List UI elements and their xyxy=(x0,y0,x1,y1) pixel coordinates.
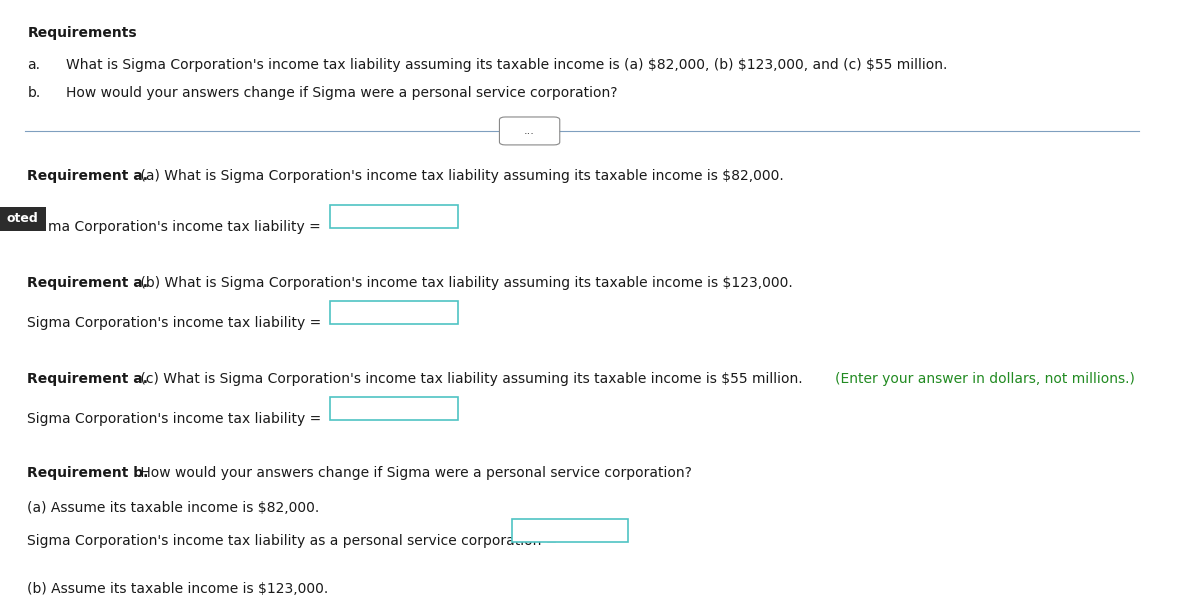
Text: Requirements: Requirements xyxy=(28,26,137,40)
FancyBboxPatch shape xyxy=(330,301,457,324)
Text: (Enter your answer in dollars, not millions.): (Enter your answer in dollars, not milli… xyxy=(835,372,1135,386)
Text: oted: oted xyxy=(7,212,38,225)
Text: (c) What is Sigma Corporation's income tax liability assuming its taxable income: (c) What is Sigma Corporation's income t… xyxy=(137,372,808,386)
Text: Sigma Corporation's income tax liability as a personal service corporation =: Sigma Corporation's income tax liability… xyxy=(28,534,558,548)
Text: What is Sigma Corporation's income tax liability assuming its taxable income is : What is Sigma Corporation's income tax l… xyxy=(66,58,947,72)
Text: How would your answers change if Sigma were a personal service corporation?: How would your answers change if Sigma w… xyxy=(137,465,692,480)
Text: Sigma Corporation's income tax liability =: Sigma Corporation's income tax liability… xyxy=(28,316,322,330)
Text: Requirement a.: Requirement a. xyxy=(28,277,149,290)
FancyBboxPatch shape xyxy=(330,397,457,420)
Text: (a) Assume its taxable income is $82,000.: (a) Assume its taxable income is $82,000… xyxy=(28,501,319,514)
Text: Requirement a.: Requirement a. xyxy=(28,169,149,183)
Text: (a) What is Sigma Corporation's income tax liability assuming its taxable income: (a) What is Sigma Corporation's income t… xyxy=(137,169,784,183)
Text: Sigma Corporation's income tax liability =: Sigma Corporation's income tax liability… xyxy=(28,412,322,426)
Text: (b) Assume its taxable income is $123,000.: (b) Assume its taxable income is $123,00… xyxy=(28,582,329,596)
Text: Requirement a.: Requirement a. xyxy=(28,372,149,386)
Text: ma Corporation's income tax liability =: ma Corporation's income tax liability = xyxy=(48,220,322,234)
Text: b.: b. xyxy=(28,86,41,100)
Text: How would your answers change if Sigma were a personal service corporation?: How would your answers change if Sigma w… xyxy=(66,86,617,100)
FancyBboxPatch shape xyxy=(0,207,46,231)
Text: a.: a. xyxy=(28,58,41,72)
FancyBboxPatch shape xyxy=(499,117,559,145)
FancyBboxPatch shape xyxy=(512,519,628,542)
Text: Requirement b.: Requirement b. xyxy=(28,465,149,480)
Text: ...: ... xyxy=(524,126,535,136)
Text: (b) What is Sigma Corporation's income tax liability assuming its taxable income: (b) What is Sigma Corporation's income t… xyxy=(137,277,793,290)
FancyBboxPatch shape xyxy=(330,205,457,228)
